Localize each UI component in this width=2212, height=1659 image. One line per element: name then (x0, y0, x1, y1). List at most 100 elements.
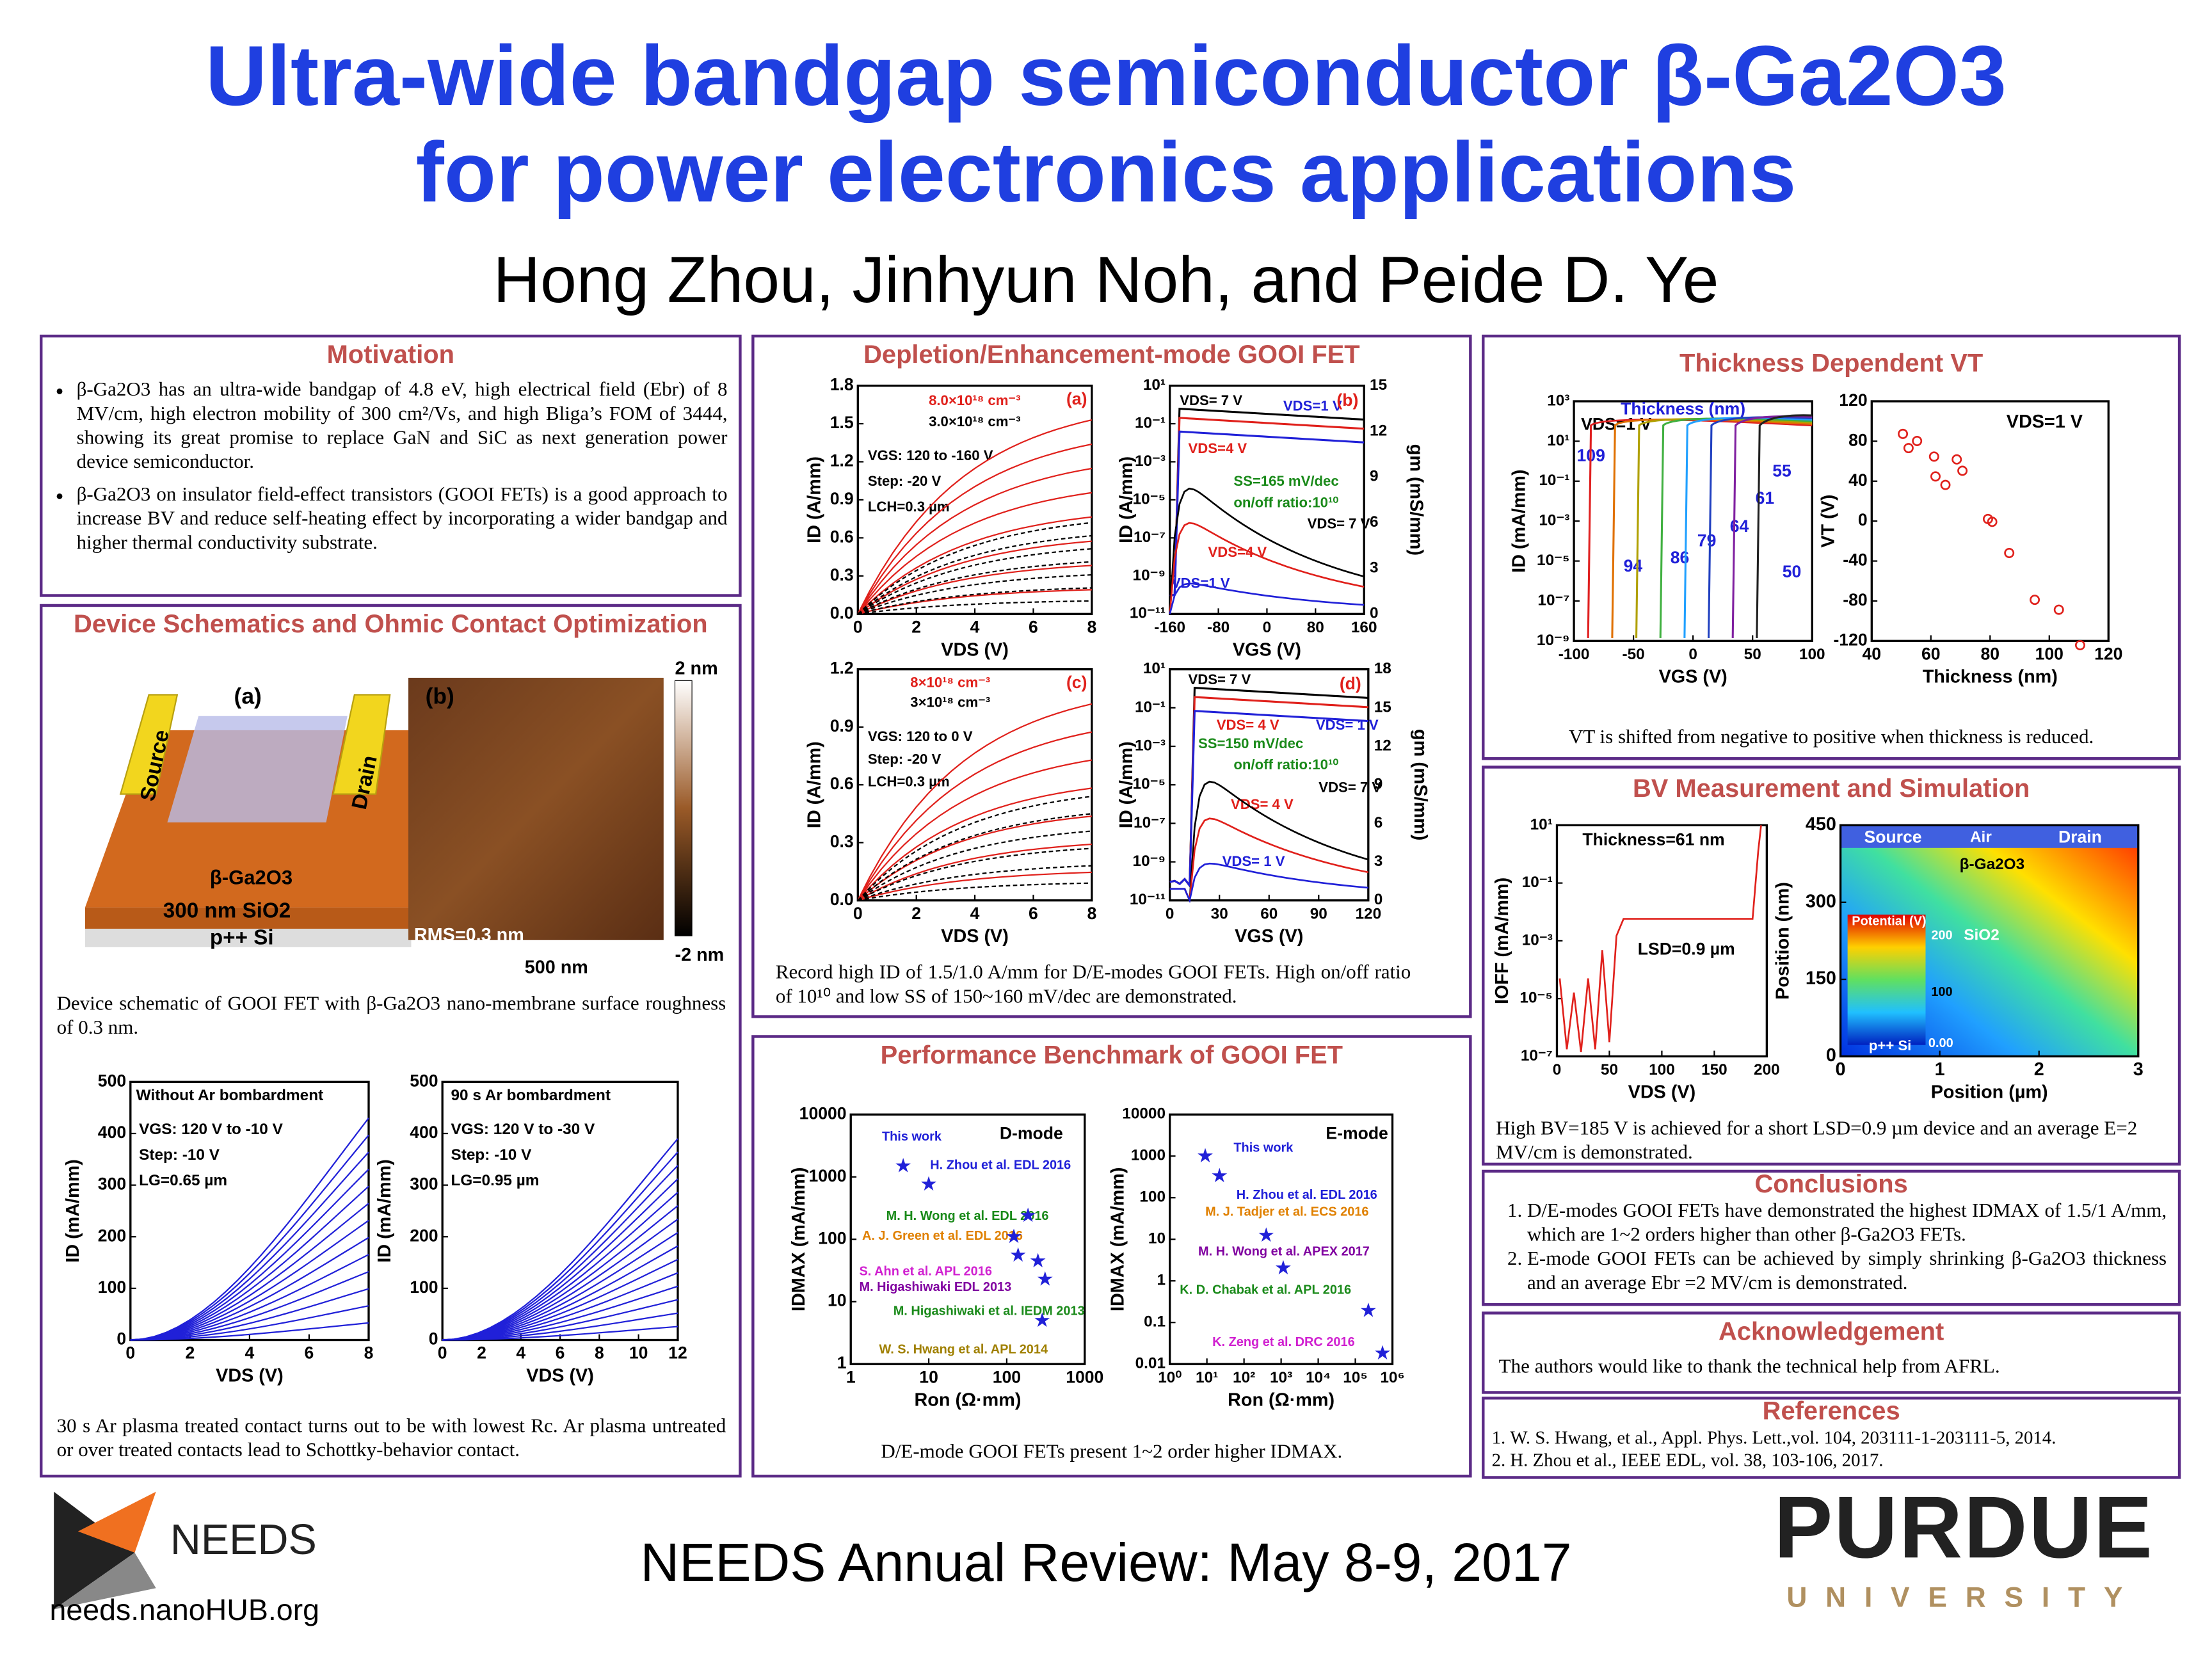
label: 10000 (799, 1103, 847, 1123)
label: VGS: 120 V to -30 V (451, 1121, 595, 1138)
point (1940, 479, 1951, 490)
label: 100 (2035, 645, 2064, 664)
label: 10¹ (1530, 816, 1553, 833)
point (2053, 604, 2064, 615)
si-layer (84, 929, 412, 947)
label: (b) (426, 683, 454, 709)
curve (858, 871, 1092, 901)
label: 400 (98, 1123, 126, 1142)
label: 10⁻⁹ (1133, 853, 1166, 870)
label: UNIVERSITY (1786, 1582, 2141, 1614)
label: 1 (1935, 1059, 1945, 1080)
label: VDS (V) (941, 926, 1009, 947)
label: VDS (V) (1628, 1082, 1696, 1103)
label: 1.8 (830, 375, 854, 394)
plot-frame (1839, 824, 2140, 1058)
label: 18 (1374, 660, 1391, 677)
label: 100 (1799, 646, 1825, 663)
label: K. Zeng et al. DRC 2016 (1212, 1335, 1355, 1349)
point (2074, 640, 2085, 650)
label: 10⁻⁷ (1134, 814, 1166, 831)
label: Without Ar bombardment (136, 1087, 324, 1104)
label: 64 (1730, 517, 1749, 536)
label: K. D. Chabak et al. APL 2016 (1180, 1283, 1351, 1297)
label: 1000 (1066, 1367, 1103, 1386)
title-line: Ultra-wide bandgap semiconductor β-Ga2O3 (205, 28, 2007, 124)
label: 10⁻⁷ (1134, 529, 1166, 546)
label: VDS (V) (216, 1366, 284, 1386)
label: -80 (1843, 590, 1867, 609)
color-bar (674, 680, 693, 936)
label: 0.1 (1144, 1313, 1166, 1331)
caption: D/E-mode GOOI FETs present 1~2 order hig… (881, 1442, 1343, 1464)
curve (857, 443, 1093, 614)
curve (858, 600, 1092, 615)
bullet: β-Ga2O3 on insulator field-effect transi… (77, 483, 728, 556)
label: NEEDS Annual Review: May 8-9, 2017 (640, 1532, 1571, 1592)
label: RMS=0.3 nm (414, 925, 524, 945)
label: needs.nanoHUB.org (50, 1593, 320, 1626)
panel-heading: BV Measurement and Simulation (1632, 774, 2030, 803)
references-panel: References W. S. Hwang, et al., Appl. Ph… (1482, 1397, 2181, 1479)
label: 40 (1848, 470, 1868, 490)
label: H. Zhou et al. EDL 2016 (930, 1158, 1071, 1172)
label: ID (mA/mm) (374, 1159, 395, 1263)
label: 1.2 (830, 451, 854, 470)
label: 8 (595, 1343, 604, 1363)
label: 0 (429, 1329, 438, 1349)
label: ID (A/mm) (1116, 741, 1137, 828)
label: 6 (1029, 904, 1038, 923)
curve (130, 1185, 369, 1341)
label: 100 (410, 1278, 438, 1297)
label: 10⁻³ (1539, 512, 1569, 529)
label: 6 (1370, 513, 1379, 531)
label: 8 (364, 1343, 374, 1363)
label: 120 (1356, 905, 1382, 922)
label: 100 (1139, 1189, 1166, 1206)
label: 2 (911, 617, 921, 636)
source-pad (119, 694, 179, 795)
label: 0 (853, 617, 863, 636)
label: 1.2 (830, 659, 854, 678)
label: Step: -10 V (139, 1146, 220, 1164)
label: Potential (V) (1852, 914, 1926, 928)
label: VGS (V) (1659, 667, 1727, 687)
label: 80 (1307, 619, 1324, 636)
curve (1635, 417, 1813, 638)
curve (442, 1245, 678, 1341)
curve (1169, 710, 1368, 889)
curve (130, 1305, 369, 1341)
ref: W. S. Hwang, et al., Appl. Phys. Lett.,v… (1510, 1427, 2175, 1449)
label: 1 (1157, 1272, 1166, 1289)
plot-frame (1573, 400, 1813, 643)
label: 60 (1260, 905, 1278, 922)
curve (1169, 780, 1369, 901)
label: 9 (1374, 776, 1383, 793)
label: 100 (1931, 985, 1952, 999)
label: (b) (1336, 390, 1358, 410)
curve (857, 522, 1092, 615)
curve (1707, 416, 1813, 638)
label: 10⁻⁵ (1519, 990, 1552, 1007)
label: 10² (1233, 1369, 1255, 1386)
label: 0 (116, 1329, 126, 1349)
curve (130, 1169, 369, 1341)
label: LG=0.95 µm (451, 1172, 539, 1189)
label: Thickness (nm) (1621, 399, 1745, 418)
curve (1169, 696, 1368, 889)
point (1903, 443, 1914, 454)
label: 1 (837, 1353, 847, 1372)
label: 80 (1980, 645, 2000, 664)
label: LCH=0.3 µm (868, 499, 950, 515)
afm-image (408, 677, 664, 940)
curve (130, 1288, 369, 1341)
label: NEEDS (170, 1516, 317, 1564)
label: 4 (970, 617, 980, 636)
label: 10⁻⁷ (1521, 1047, 1553, 1064)
label: PURDUE (1774, 1479, 2154, 1576)
benchmark-panel: Performance Benchmark of GOOI FET D/E-mo… (751, 1035, 1472, 1478)
bv-panel: BV Measurement and Simulation High BV=18… (1482, 765, 2181, 1166)
panel-heading: Motivation (326, 340, 455, 369)
label: 1.5 (830, 413, 854, 432)
electrode-region (1840, 825, 2138, 848)
